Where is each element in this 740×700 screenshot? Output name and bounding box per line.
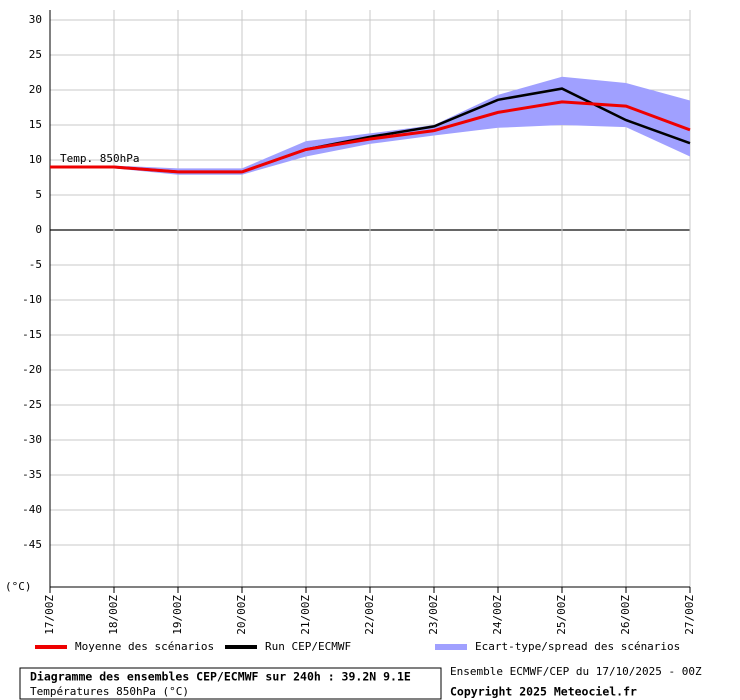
legend-label: Run CEP/ECMWF <box>265 640 351 653</box>
x-tick-label: 22/00Z <box>363 595 376 635</box>
y-tick-label: -35 <box>22 468 42 481</box>
y-tick-label: -20 <box>22 363 42 376</box>
annotation: Temp. 850hPa <box>60 152 139 165</box>
y-tick-label: 25 <box>29 48 42 61</box>
footer-subtitle: Températures 850hPa (°C) <box>30 685 189 698</box>
x-tick-label: 18/00Z <box>107 595 120 635</box>
x-tick-label: 26/00Z <box>619 595 632 635</box>
y-unit: (°C) <box>5 580 32 593</box>
y-tick-label: 10 <box>29 153 42 166</box>
x-tick-label: 24/00Z <box>491 595 504 635</box>
x-tick-label: 25/00Z <box>555 595 568 635</box>
series-line <box>50 100 691 174</box>
y-tick-label: -30 <box>22 433 42 446</box>
y-tick-label: -15 <box>22 328 42 341</box>
legend-label: Ecart-type/spread des scénarios <box>475 640 680 653</box>
footer-run: Ensemble ECMWF/CEP du 17/10/2025 - 00Z <box>450 665 702 678</box>
y-tick-label: 0 <box>35 223 42 236</box>
footer-box <box>19 667 442 700</box>
y-tick-label: 15 <box>29 118 42 131</box>
x-tick-label: 20/00Z <box>235 595 248 635</box>
y-tick-label: 30 <box>29 13 42 26</box>
x-tick-label: 23/00Z <box>427 595 440 635</box>
y-tick-label: -40 <box>22 503 42 516</box>
x-tick-label: 19/00Z <box>171 595 184 635</box>
legend-label: Moyenne des scénarios <box>75 640 214 653</box>
y-tick-label: -45 <box>22 538 42 551</box>
spread-band <box>50 76 690 175</box>
footer-title: Diagramme des ensembles CEP/ECMWF sur 24… <box>30 670 411 684</box>
y-tick-label: 20 <box>29 83 42 96</box>
x-tick-label: 17/00Z <box>43 595 56 635</box>
y-tick-label: -25 <box>22 398 42 411</box>
y-tick-label: -5 <box>29 258 42 271</box>
y-tick-label: -10 <box>22 293 42 306</box>
y-tick-label: 5 <box>35 188 42 201</box>
x-tick-label: 27/00Z <box>683 595 696 635</box>
footer-copyright: Copyright 2025 Meteociel.fr <box>450 685 637 699</box>
x-tick-label: 21/00Z <box>299 595 312 635</box>
